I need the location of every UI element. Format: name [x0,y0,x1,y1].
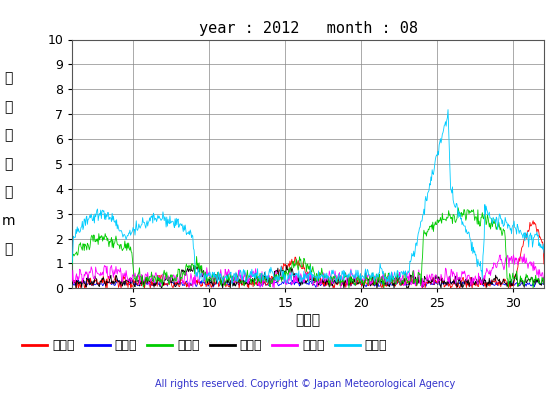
Text: 義: 義 [4,100,13,114]
Text: （日）: （日） [295,313,321,327]
Title: year : 2012   month : 08: year : 2012 month : 08 [199,21,417,36]
Text: m: m [2,214,15,228]
Text: （: （ [4,185,13,199]
Text: 有: 有 [4,71,13,86]
Text: 高: 高 [4,157,13,171]
Text: All rights reserved. Copyright © Japan Meteorological Agency: All rights reserved. Copyright © Japan M… [155,379,455,389]
Text: 波: 波 [4,128,13,143]
Text: ）: ） [4,242,13,256]
Legend: 上ノ国, 江ノ島, 石廀崎, 経ヶ岸, 生月島, 屋久島: 上ノ国, 江ノ島, 石廀崎, 経ヶ岸, 生月島, 屋久島 [17,334,392,357]
